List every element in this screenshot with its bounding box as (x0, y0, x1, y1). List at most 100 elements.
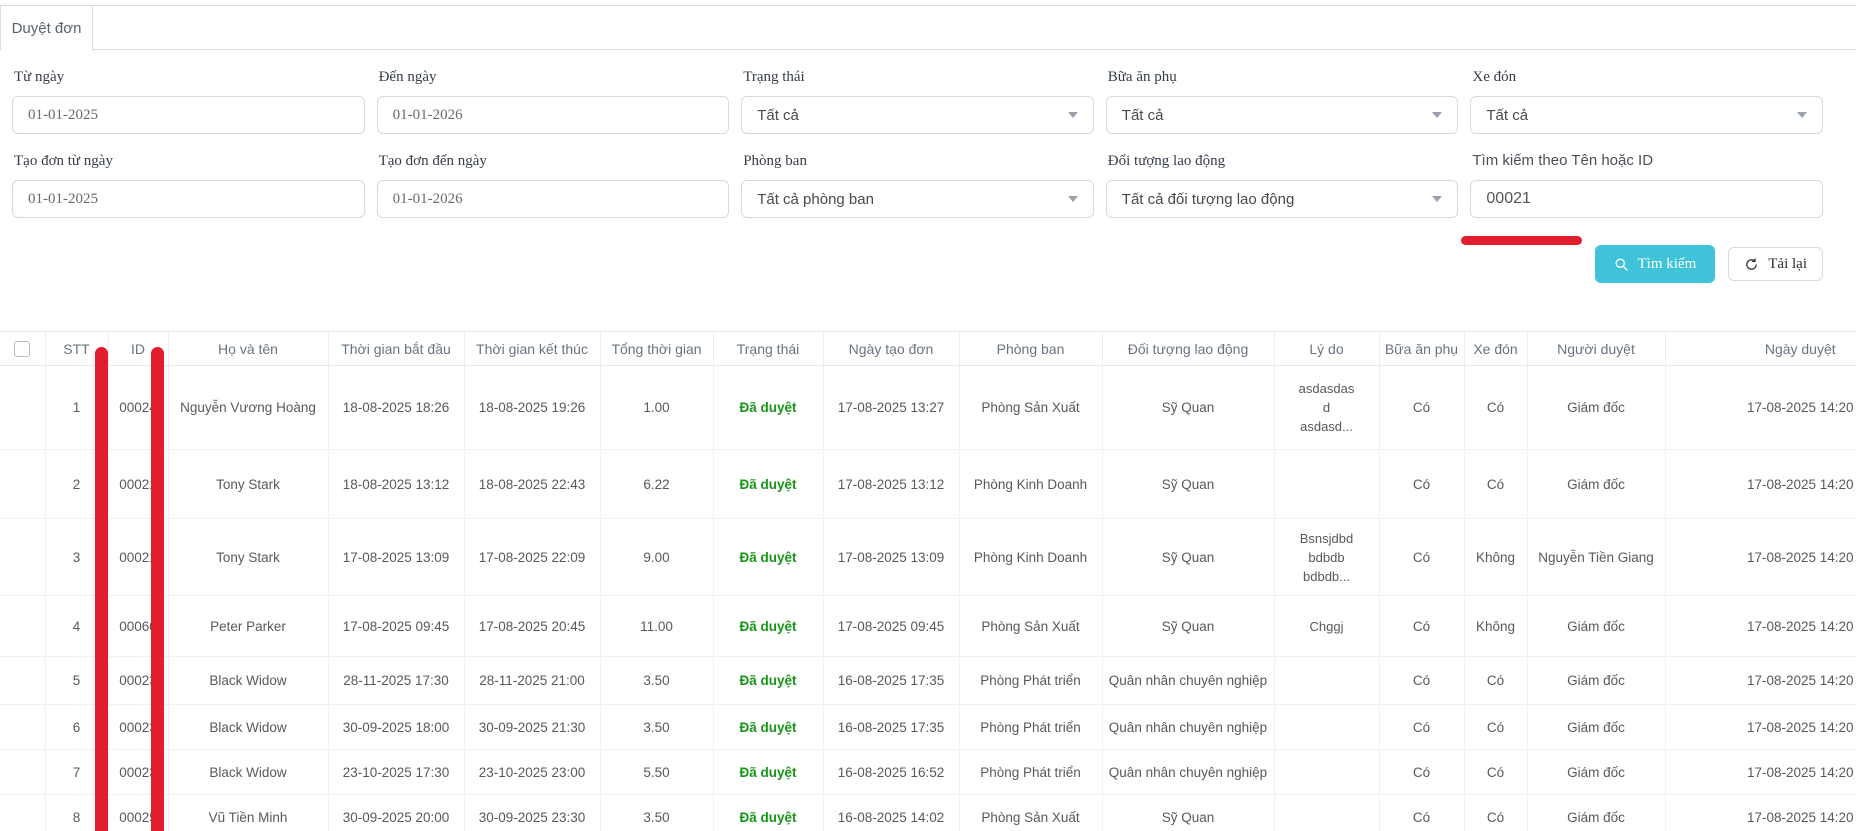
cell-pickup: Có (1464, 449, 1528, 519)
filter-meal: Bữa ăn phụ Tất cả (1105, 50, 1459, 134)
cell-approved_at: 17-08-2025 14:20 (1665, 656, 1856, 705)
status-select[interactable]: Tất cả (741, 96, 1094, 134)
filter-from-date: Từ ngày 01-01-2025 (12, 50, 365, 134)
cell-reason (1274, 656, 1380, 705)
cell-end: 30-09-2025 23:30 (464, 794, 601, 831)
annotation-vertical-bar-stt (95, 347, 108, 831)
reload-button[interactable]: Tải lại (1728, 247, 1823, 281)
cell-status: Đã duyệt (713, 749, 824, 795)
cell-name: Black Widow (168, 749, 329, 795)
cell-name: Vũ Tiền Minh (168, 794, 329, 831)
column-header: Lý do (1274, 331, 1380, 366)
cell-reason (1274, 449, 1380, 519)
cell-status: Đã duyệt (713, 449, 824, 519)
column-header: Ngày duyệt (1665, 331, 1856, 366)
tab-duyet-don[interactable]: Duyệt đơn (0, 6, 93, 50)
labor-type-select[interactable]: Tất cả đối tượng lao động (1105, 180, 1459, 218)
cell-status: Đã duyệt (713, 365, 824, 450)
row-checkbox-cell (0, 518, 46, 596)
filter-panel: Từ ngày 01-01-2025 Đến ngày 01-01-2026 T… (0, 50, 1856, 218)
annotation-underline-search (1461, 236, 1582, 245)
cell-name: Tony Stark (168, 449, 329, 519)
labor-type-select-value: Tất cả đối tượng lao động (1121, 190, 1295, 208)
search-input[interactable] (1471, 181, 1822, 217)
cell-approver: Nguyễn Tiền Giang (1527, 518, 1666, 596)
column-header: Đối tượng lao động (1102, 331, 1275, 366)
cell-approved_at: 17-08-2025 14:20 (1665, 449, 1856, 519)
cell-name: Tony Stark (168, 518, 329, 596)
search-button[interactable]: Tìm kiếm (1594, 245, 1716, 283)
pickup-select[interactable]: Tất cả (1470, 96, 1823, 134)
table-row: 3 00021 Tony Stark 17-08-2025 13:09 17-08-20… (0, 518, 1856, 596)
table-row: 4 00060 Peter Parker 17-08-2025 09:45 17-08-… (0, 595, 1856, 657)
tab-bar-fill (93, 6, 1856, 50)
cell-start: 28-11-2025 17:30 (328, 656, 465, 705)
cell-created: 16-08-2025 14:02 (823, 794, 960, 831)
cell-pickup: Có (1464, 656, 1528, 705)
meal-label: Bữa ăn phụ (1107, 69, 1177, 85)
department-select-value: Tất cả phòng ban (757, 190, 874, 208)
cell-created: 17-08-2025 09:45 (823, 595, 960, 657)
created-from-label: Tạo đơn từ ngày (14, 153, 113, 169)
cell-total: 6.22 (600, 449, 714, 519)
cell-start: 23-10-2025 17:30 (328, 749, 465, 795)
labor-type-label: Đối tượng lao động (1107, 153, 1226, 169)
cell-total: 11.00 (600, 595, 714, 657)
cell-total: 3.50 (600, 794, 714, 831)
from-date-label: Từ ngày (14, 69, 65, 85)
row-checkbox-cell (0, 365, 46, 450)
cell-dept: Phòng Kinh Doanh (959, 518, 1103, 596)
created-to-input[interactable]: 01-01-2026 (376, 180, 730, 218)
cell-dept: Phòng Sản Xuất (959, 365, 1103, 450)
cell-start: 18-08-2025 13:12 (328, 449, 465, 519)
created-to-label: Tạo đơn đến ngày (378, 153, 487, 169)
column-header: Thời gian bắt đầu (328, 331, 465, 366)
cell-end: 23-10-2025 23:00 (464, 749, 601, 795)
caret-down-icon (1432, 196, 1443, 202)
orders-table: STT ID Họ và tên Thời gian bắt đầu Thời gian… (0, 331, 1856, 831)
cell-pickup: Có (1464, 749, 1528, 795)
cell-total: 3.50 (600, 656, 714, 705)
cell-approved_at: 17-08-2025 14:20 (1665, 518, 1856, 596)
cell-created: 17-08-2025 13:27 (823, 365, 960, 450)
cell-status: Đã duyệt (713, 518, 824, 596)
action-bar: Tìm kiếm Tải lại (0, 245, 1856, 283)
select-all-checkbox[interactable] (14, 341, 31, 358)
cell-name: Black Widow (168, 704, 329, 750)
row-checkbox-cell (0, 449, 46, 519)
cell-approved_at: 17-08-2025 14:20 (1665, 595, 1856, 657)
cell-meal: Có (1379, 595, 1465, 657)
cell-start: 30-09-2025 18:00 (328, 704, 465, 750)
tab-bar: Duyệt đơn (0, 5, 1856, 50)
cell-name: Peter Parker (168, 595, 329, 657)
created-from-input[interactable]: 01-01-2025 (12, 180, 365, 218)
column-header: Họ và tên (168, 331, 329, 366)
filter-labor-type: Đối tượng lao động Tất cả đối tượng lao … (1105, 134, 1459, 218)
table-row: 6 00023 Black Widow 30-09-2025 18:00 30-09-2… (0, 704, 1856, 750)
cell-name: Black Widow (168, 656, 329, 705)
to-date-input[interactable]: 01-01-2026 (376, 96, 730, 134)
filter-to-date: Đến ngày 01-01-2026 (376, 50, 730, 134)
meal-select[interactable]: Tất cả (1105, 96, 1459, 134)
cell-dept: Phòng Phát triển (959, 656, 1103, 705)
cell-start: 18-08-2025 18:26 (328, 365, 465, 450)
cell-reason (1274, 749, 1380, 795)
orders-table-wrap: STT ID Họ và tên Thời gian bắt đầu Thời gian… (0, 331, 1856, 831)
cell-labor: Sỹ Quan (1102, 449, 1275, 519)
cell-approved_at: 17-08-2025 14:20 (1665, 704, 1856, 750)
cell-created: 17-08-2025 13:12 (823, 449, 960, 519)
filter-created-from: Tạo đơn từ ngày 01-01-2025 (12, 134, 365, 218)
cell-pickup: Không (1464, 518, 1528, 596)
cell-labor: Quân nhân chuyên nghiệp (1102, 749, 1275, 795)
column-header: Người duyệt (1527, 331, 1666, 366)
cell-reason (1274, 794, 1380, 831)
cell-approved_at: 17-08-2025 14:20 (1665, 749, 1856, 795)
pickup-select-value: Tất cả (1486, 106, 1529, 124)
cell-status: Đã duyệt (713, 704, 824, 750)
cell-reason (1274, 704, 1380, 750)
from-date-input[interactable]: 01-01-2025 (12, 96, 365, 134)
cell-approver: Giám đốc (1527, 749, 1666, 795)
department-select[interactable]: Tất cả phòng ban (741, 180, 1094, 218)
search-field-wrap (1470, 180, 1823, 218)
table-row: 2 00021 Tony Stark 18-08-2025 13:12 18-08-20… (0, 449, 1856, 519)
